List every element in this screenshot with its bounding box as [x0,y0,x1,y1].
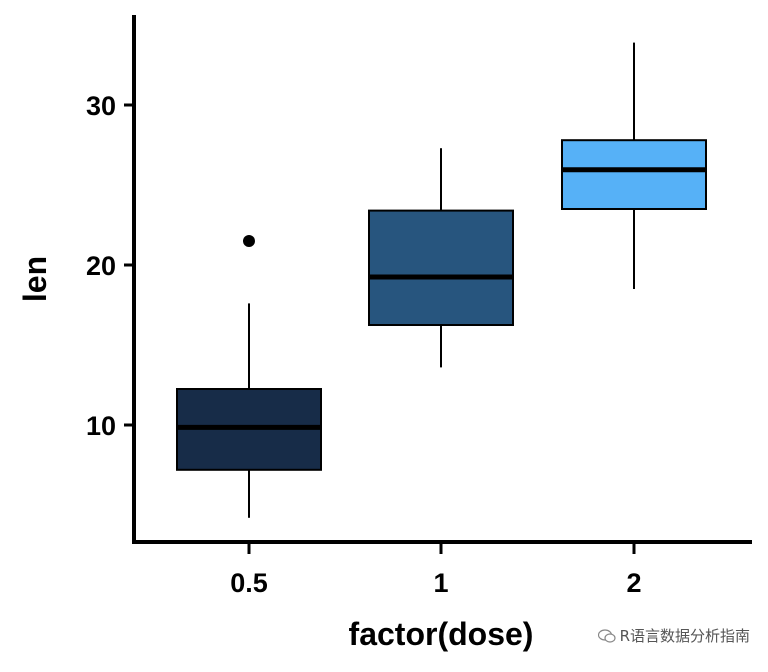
box-group-2 [561,42,707,289]
box-iqr [561,139,707,210]
watermark: R语言数据分析指南 [593,623,754,648]
box-group-1 [368,148,514,368]
y-tick-label: 20 [86,251,116,281]
x-tick-label: 1 [433,568,448,598]
x-axis-ticks: 0.5 1 2 [230,544,642,598]
watermark-text: R语言数据分析指南 [619,627,750,645]
outlier-point [243,235,255,247]
y-axis-title: len [17,256,53,302]
box-group-0.5 [176,235,322,518]
x-tick-label: 2 [626,568,641,598]
x-tick-label: 0.5 [230,568,268,598]
box-iqr [368,209,514,327]
y-tick-label: 30 [86,91,116,121]
y-tick-label: 10 [86,411,116,441]
wechat-icon [597,628,616,643]
y-axis-ticks: 10 20 30 [86,91,134,441]
x-axis-title: factor(dose) [349,616,534,652]
plot-marks [176,42,707,518]
